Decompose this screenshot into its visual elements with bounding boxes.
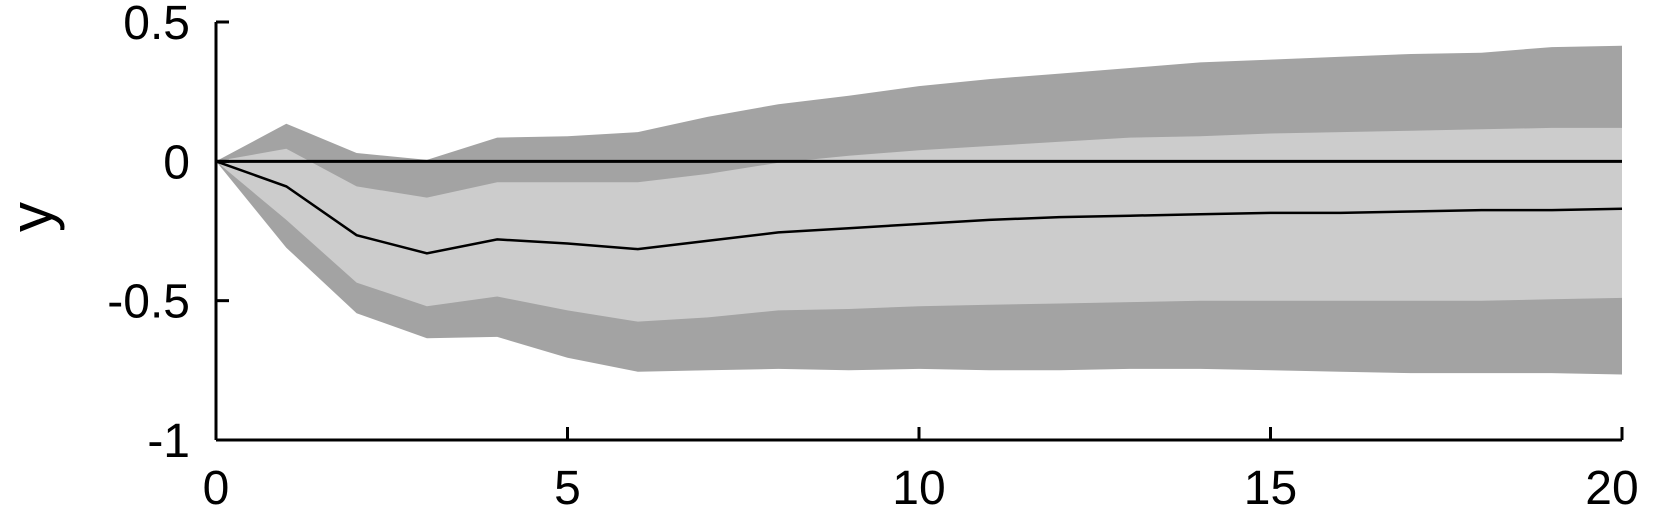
x-tick-label: 15 xyxy=(1244,462,1297,515)
bands-layer xyxy=(216,45,1622,375)
y-tick-label: 0 xyxy=(163,136,190,189)
x-axis-ticks: 0 5 10 15 20 xyxy=(203,427,1639,515)
x-tick-label: 0 xyxy=(203,462,230,515)
y-tick-label: -0.5 xyxy=(107,276,190,329)
median-response-line xyxy=(215,160,1623,255)
x-tick-label: 20 xyxy=(1585,462,1638,515)
y-axis-ticks: 0.5 0 -0.5 -1 xyxy=(107,0,229,468)
y-tick-label: -1 xyxy=(147,415,190,468)
y-tick-label: 0.5 xyxy=(123,0,190,50)
x-tick-label: 5 xyxy=(554,462,581,515)
x-tick-label: 10 xyxy=(892,462,945,515)
y-axis-title: y xyxy=(0,202,65,232)
